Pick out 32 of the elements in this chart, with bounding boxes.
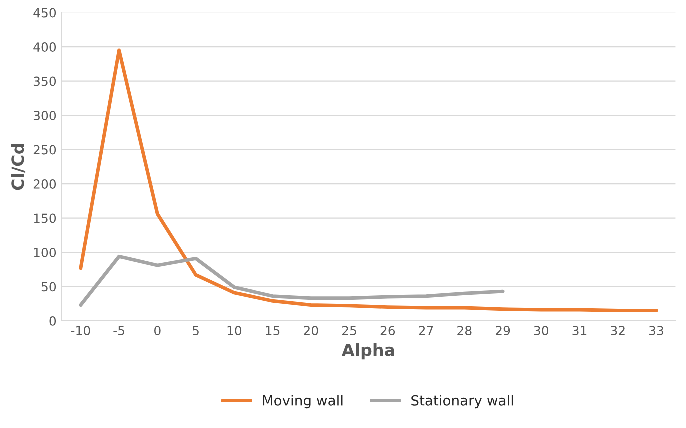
- line-series: [79, 48, 658, 312]
- x-tick-label: 25: [342, 326, 356, 336]
- y-tick-label: 250: [34, 145, 56, 155]
- x-tick-label: 20: [304, 326, 318, 336]
- x-tick-label: -5: [114, 326, 124, 336]
- y-tick-label: 350: [34, 76, 56, 86]
- x-axis-title: Alpha: [342, 344, 394, 360]
- legend-label: Moving wall: [263, 395, 343, 409]
- x-tick-label: 28: [458, 326, 472, 336]
- x-tick-label: 32: [611, 326, 625, 336]
- x-tick-label: 5: [193, 326, 199, 336]
- x-tick-label: 31: [572, 326, 587, 336]
- x-tick-label: 0: [154, 326, 161, 336]
- line-series: [79, 254, 505, 307]
- x-tick-label: 10: [228, 326, 242, 336]
- y-axis-title: Cl/Cd: [11, 144, 26, 190]
- x-tick-label: 33: [650, 326, 664, 336]
- x-tick-label: 26: [380, 326, 396, 336]
- y-tick-label: 200: [34, 180, 56, 189]
- y-tick-label: 300: [34, 111, 56, 120]
- y-tick-label: 100: [34, 248, 56, 258]
- x-tick-label: -10: [71, 326, 90, 336]
- y-tick-label: 150: [34, 214, 56, 224]
- y-tick-label: 400: [34, 42, 56, 52]
- legend-label: Stationary wall: [412, 395, 514, 409]
- x-tick-label: 30: [534, 326, 549, 336]
- x-tick-label: 15: [266, 326, 280, 336]
- x-tick-label: 27: [419, 326, 434, 336]
- x-tick-label: 29: [496, 326, 510, 336]
- y-tick-label: 0: [50, 316, 56, 326]
- y-tick-label: 50: [42, 282, 56, 292]
- y-tick-label: 450: [34, 8, 56, 18]
